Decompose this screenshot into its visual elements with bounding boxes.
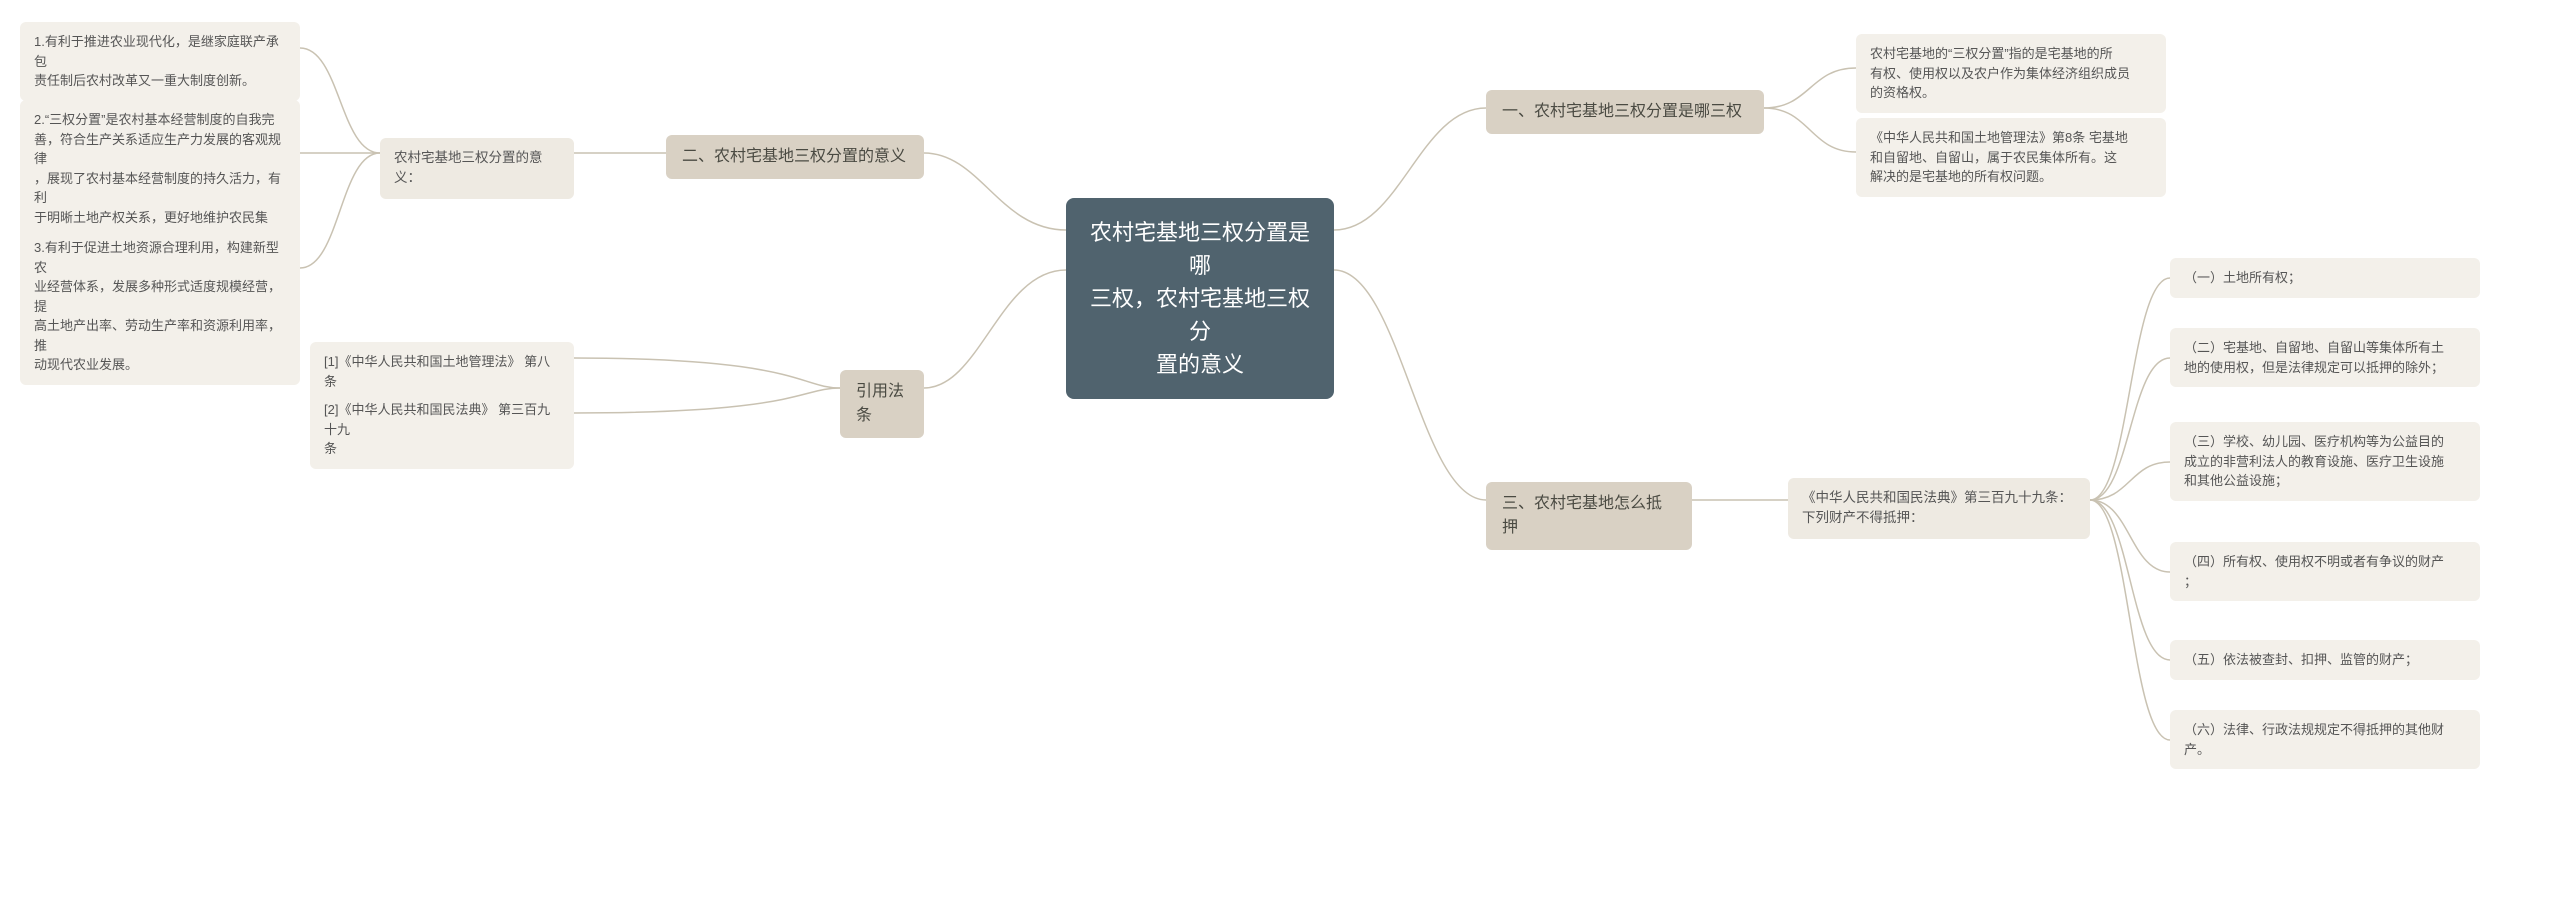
root-node[interactable]: 农村宅基地三权分置是哪三权，农村宅基地三权分置的意义: [1066, 198, 1334, 399]
branch-3-leaf-1[interactable]: （二）宅基地、自留地、自留山等集体所有土地的使用权，但是法律规定可以抵押的除外；: [2170, 328, 2480, 387]
branch-3-leaf-5[interactable]: （六）法律、行政法规规定不得抵押的其他财产。: [2170, 710, 2480, 769]
branch-2-leaf-2[interactable]: 3.有利于促进土地资源合理利用，构建新型农业经营体系，发展多种形式适度规模经营，…: [20, 228, 300, 385]
branch-3-leaf-3[interactable]: （四）所有权、使用权不明或者有争议的财产；: [2170, 542, 2480, 601]
branch-4[interactable]: 引用法条: [840, 370, 924, 438]
mindmap-canvas: 农村宅基地三权分置是哪三权，农村宅基地三权分置的意义 一、农村宅基地三权分置是哪…: [0, 0, 2560, 912]
branch-1-leaf-0[interactable]: 农村宅基地的“三权分置”指的是宅基地的所有权、使用权以及农户作为集体经济组织成员…: [1856, 34, 2166, 113]
branch-1-leaf-1[interactable]: 《中华人民共和国土地管理法》第8条 宅基地和自留地、自留山，属于农民集体所有。这…: [1856, 118, 2166, 197]
branch-2-sub[interactable]: 农村宅基地三权分置的意义：: [380, 138, 574, 199]
branch-3[interactable]: 三、农村宅基地怎么抵押: [1486, 482, 1692, 550]
branch-3-leaf-4[interactable]: （五）依法被查封、扣押、监管的财产；: [2170, 640, 2480, 680]
branch-4-leaf-1[interactable]: [2]《中华人民共和国民法典》 第三百九十九条: [310, 390, 574, 469]
branch-3-leaf-2[interactable]: （三）学校、幼儿园、医疗机构等为公益目的成立的非营利法人的教育设施、医疗卫生设施…: [2170, 422, 2480, 501]
branch-1[interactable]: 一、农村宅基地三权分置是哪三权: [1486, 90, 1764, 134]
branch-3-leaf-0[interactable]: （一）土地所有权；: [2170, 258, 2480, 298]
branch-3-sub[interactable]: 《中华人民共和国民法典》第三百九十九条：下列财产不得抵押：: [1788, 478, 2090, 539]
branch-2-leaf-0[interactable]: 1.有利于推进农业现代化，是继家庭联产承包责任制后农村改革又一重大制度创新。: [20, 22, 300, 101]
branch-2[interactable]: 二、农村宅基地三权分置的意义: [666, 135, 924, 179]
